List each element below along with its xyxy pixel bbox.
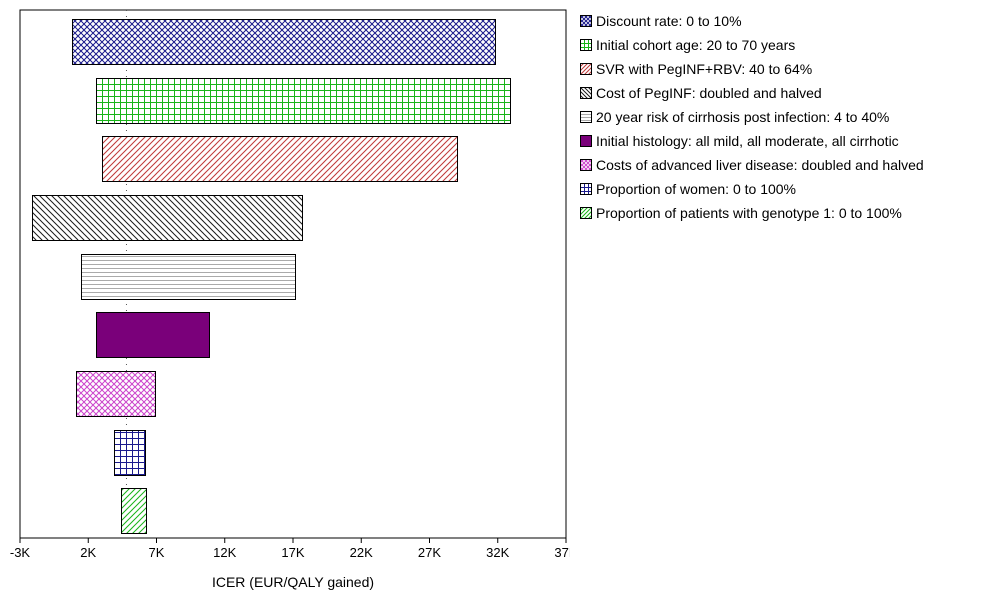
- x-tick-label: 17K: [281, 545, 304, 560]
- legend-label: Costs of advanced liver disease: doubled…: [596, 157, 924, 173]
- legend-swatch: [580, 62, 592, 75]
- bar-5: [81, 254, 296, 300]
- legend-label: Discount rate: 0 to 10%: [596, 13, 742, 29]
- x-tick-label: 37K: [554, 545, 570, 560]
- legend-label: Cost of PegINF: doubled and halved: [596, 85, 822, 101]
- bars-group: [32, 19, 511, 534]
- legend-label: 20 year risk of cirrhosis post infection…: [596, 109, 890, 125]
- x-tick-label: 32K: [486, 545, 509, 560]
- legend-entry: SVR with PegINF+RBV: 40 to 64%: [580, 57, 924, 81]
- bar-8: [114, 430, 146, 476]
- legend-entry: Proportion of patients with genotype 1: …: [580, 201, 924, 225]
- legend-label: Initial histology: all mild, all moderat…: [596, 133, 899, 149]
- bar-9: [121, 488, 147, 534]
- legend-swatch: [580, 14, 592, 27]
- legend-swatch: [580, 182, 592, 195]
- legend-entry: Initial cohort age: 20 to 70 years: [580, 33, 924, 57]
- bar-4: [32, 195, 303, 241]
- bar-7: [76, 371, 156, 417]
- legend-entry: Initial histology: all mild, all moderat…: [580, 129, 924, 153]
- bar-2: [96, 78, 511, 124]
- legend-entry: Costs of advanced liver disease: doubled…: [580, 153, 924, 177]
- bar-6: [96, 312, 210, 358]
- x-axis-tick-labels: -3K 2K 7K 12K 17K 22K 27K 32K 37K: [10, 545, 570, 560]
- x-tick-label: 12K: [213, 545, 236, 560]
- x-tick-label: 2K: [80, 545, 96, 560]
- legend-label: Proportion of women: 0 to 100%: [596, 181, 797, 197]
- legend-swatch: [580, 134, 592, 147]
- legend-label: SVR with PegINF+RBV: 40 to 64%: [596, 61, 813, 77]
- legend: Discount rate: 0 to 10% Initial cohort ag…: [580, 9, 924, 225]
- bar-3: [102, 136, 458, 182]
- x-tick-label: 22K: [350, 545, 373, 560]
- legend-entry: 20 year risk of cirrhosis post infection…: [580, 105, 924, 129]
- tornado-chart: -3K 2K 7K 12K 17K 22K 27K 32K 37K ICER (EUR/QALY…: [10, 9, 570, 590]
- x-tick-label: 27K: [418, 545, 441, 560]
- legend-swatch: [580, 158, 592, 171]
- x-axis-title: ICER (EUR/QALY gained): [212, 574, 374, 590]
- legend-swatch: [580, 86, 592, 99]
- legend-label: Proportion of patients with genotype 1: …: [596, 205, 902, 221]
- bar-1: [72, 19, 496, 65]
- legend-entry: Discount rate: 0 to 10%: [580, 9, 924, 33]
- x-axis-ticks: [19, 538, 567, 543]
- x-tick-label: -3K: [10, 545, 31, 560]
- x-tick-label: 7K: [149, 545, 165, 560]
- legend-swatch: [580, 206, 592, 219]
- legend-entry: Proportion of women: 0 to 100%: [580, 177, 924, 201]
- legend-swatch: [580, 110, 592, 123]
- legend-entry: Cost of PegINF: doubled and halved: [580, 81, 924, 105]
- legend-swatch: [580, 38, 592, 51]
- legend-label: Initial cohort age: 20 to 70 years: [596, 37, 796, 53]
